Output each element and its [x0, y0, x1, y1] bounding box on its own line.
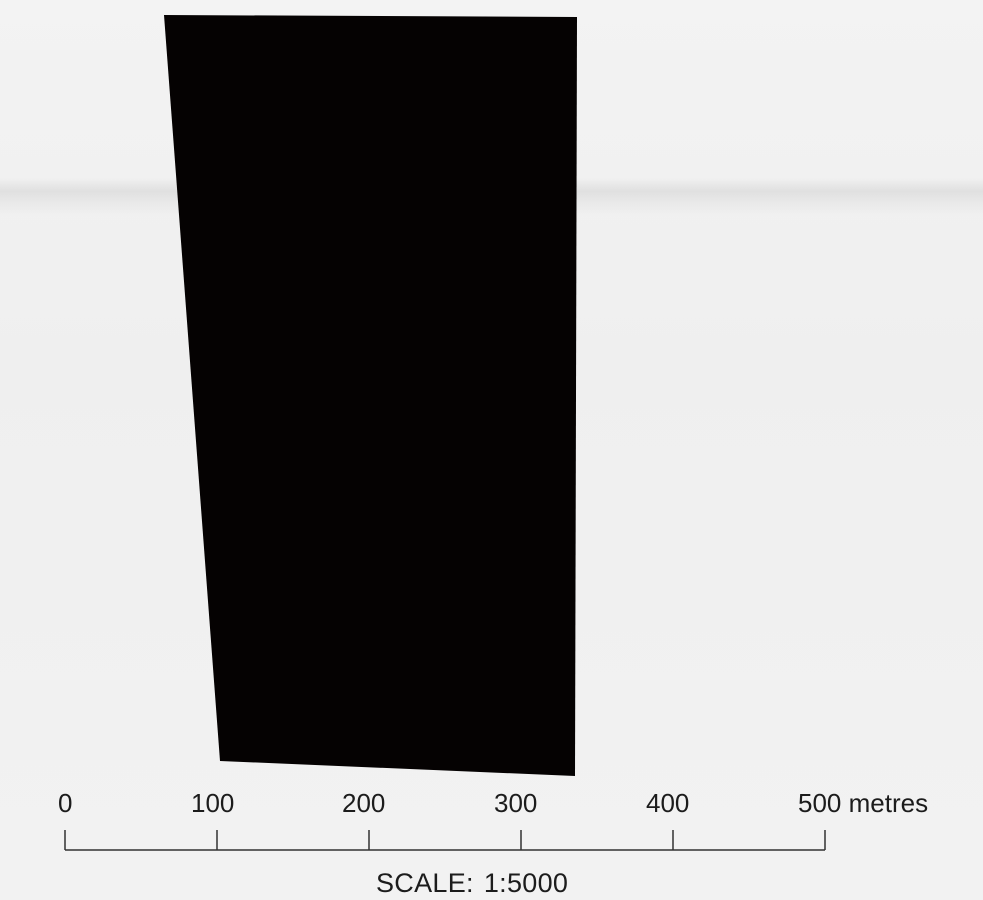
scale-label-500: 500 metres — [798, 788, 929, 818]
scale-ratio-value: 1:5000 — [483, 868, 569, 898]
scale-ratio-label: SCALE: — [376, 868, 474, 898]
scale-label-200: 200 — [342, 788, 386, 818]
scale-label-400: 400 — [646, 788, 690, 818]
scale-label-300: 300 — [494, 788, 538, 818]
scale-bar — [64, 830, 826, 851]
scale-ratio: SCALE: 1:5000 — [376, 868, 568, 899]
scale-label-0: 0 — [58, 788, 73, 818]
land-parcel — [164, 15, 577, 776]
scale-label-100: 100 — [191, 788, 235, 818]
